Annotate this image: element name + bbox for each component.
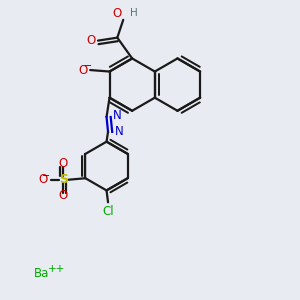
Text: O: O [58, 157, 68, 170]
Text: N: N [113, 109, 122, 122]
Text: −: − [84, 61, 92, 71]
Text: H: H [130, 8, 137, 18]
Text: N: N [115, 125, 123, 138]
Text: O: O [78, 64, 87, 76]
Text: S: S [58, 173, 68, 186]
Text: Cl: Cl [102, 205, 114, 218]
Text: O: O [86, 34, 96, 47]
Text: O: O [38, 173, 48, 186]
Text: Ba: Ba [34, 267, 50, 280]
Text: ++: ++ [47, 265, 65, 275]
Text: −: − [42, 171, 50, 181]
Text: O: O [58, 189, 68, 202]
Text: O: O [112, 7, 122, 20]
